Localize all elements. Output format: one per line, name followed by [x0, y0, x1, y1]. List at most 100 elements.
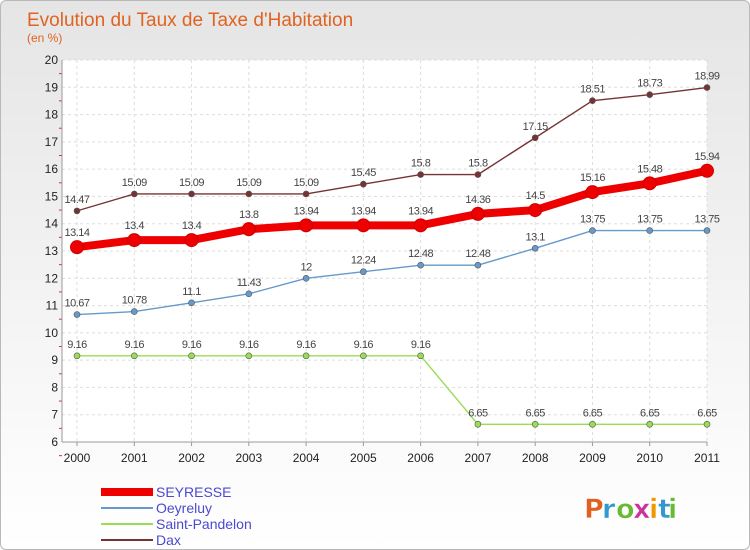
data-point — [188, 352, 195, 360]
y-tick-label: 13 — [45, 244, 59, 258]
data-point — [413, 218, 428, 233]
data-point — [531, 420, 539, 428]
data-label: 14.36 — [465, 194, 490, 206]
data-label: 15.45 — [351, 167, 376, 179]
legend-entry: Oeyreluy — [156, 500, 212, 516]
data-point — [589, 420, 596, 428]
data-point — [417, 261, 424, 269]
x-tick-label: 2005 — [350, 451, 377, 465]
data-label: 13.75 — [637, 214, 662, 226]
data-label: 9.16 — [239, 339, 259, 351]
data-label: 13.75 — [694, 214, 719, 226]
data-point — [302, 190, 310, 198]
data-point — [474, 171, 482, 178]
data-label: 13.94 — [408, 205, 433, 217]
data-label: 17.15 — [523, 121, 548, 133]
data-point — [188, 190, 195, 198]
data-label: 9.16 — [354, 339, 374, 351]
y-tick-label: 7 — [51, 408, 58, 422]
y-tick-label: 17 — [45, 135, 59, 149]
data-label: 15.8 — [411, 158, 431, 170]
logo-letter: i — [649, 494, 658, 525]
series-line-oeyreluy — [76, 229, 708, 316]
data-label: 14.5 — [525, 190, 545, 202]
x-tick-label: 2011 — [694, 451, 720, 465]
data-label: 13.94 — [294, 205, 319, 217]
data-label: 11.1 — [182, 286, 201, 298]
x-tick-label: 2010 — [636, 451, 663, 465]
data-point — [245, 290, 253, 298]
data-label: 15.94 — [694, 151, 719, 163]
data-label: 13.14 — [64, 227, 89, 239]
x-tick-label: 2000 — [64, 451, 91, 465]
data-label: 12.24 — [351, 255, 376, 267]
data-point — [245, 190, 253, 198]
x-tick-label: 2007 — [465, 451, 492, 465]
data-point — [130, 352, 138, 360]
data-point — [417, 171, 424, 178]
data-label: 9.16 — [67, 339, 87, 351]
data-point — [184, 233, 199, 248]
data-point — [245, 352, 253, 360]
data-labels: 10.67 10.78 11.1 11.43 12 12.24 12.48 12.48 13.1… — [64, 71, 720, 420]
y-tick-label: 14 — [45, 217, 59, 231]
data-label: 15.16 — [580, 172, 605, 184]
x-tick-label: 2003 — [235, 451, 262, 465]
data-label: 18.99 — [694, 71, 719, 83]
data-label: 12 — [300, 261, 312, 273]
logo-letter: r — [602, 494, 616, 525]
data-point — [73, 311, 81, 318]
series-layer — [70, 84, 714, 428]
data-label: 9.16 — [296, 339, 316, 351]
data-point — [700, 163, 714, 178]
series-line-dax — [76, 86, 708, 212]
y-tick-label: 15 — [45, 189, 59, 203]
logo-letter: i — [668, 494, 677, 525]
data-label: 9.16 — [411, 339, 431, 351]
data-label: 15.48 — [637, 163, 662, 175]
data-point — [130, 190, 138, 198]
data-label: 12.48 — [408, 248, 433, 260]
data-point — [470, 206, 485, 221]
logo-letter: P — [584, 494, 604, 525]
chart-title: Evolution du Taux de Taxe d'Habitation — [27, 10, 353, 31]
data-label: 6.65 — [468, 407, 488, 419]
data-label: 12.48 — [465, 248, 490, 260]
data-label: 15.8 — [468, 158, 488, 170]
x-tick-label: 2009 — [579, 451, 606, 465]
data-point — [703, 227, 711, 234]
y-tick-label: 6 — [51, 435, 58, 449]
data-label: 6.65 — [697, 407, 717, 419]
data-label: 10.78 — [122, 295, 147, 307]
data-point — [70, 240, 84, 255]
data-label: 13.1 — [525, 231, 545, 243]
x-tick-label: 2008 — [522, 451, 549, 465]
data-label: 6.65 — [583, 407, 603, 419]
data-point — [360, 352, 367, 360]
data-point — [241, 222, 256, 237]
data-label: 13.4 — [182, 220, 202, 232]
data-point — [474, 420, 482, 428]
data-point — [130, 308, 138, 315]
data-point — [642, 176, 657, 191]
data-point — [417, 352, 424, 360]
data-point — [299, 218, 314, 233]
data-point — [474, 261, 482, 269]
data-label: 6.65 — [640, 407, 660, 419]
legend-entry: Saint-Pandelon — [156, 516, 252, 532]
data-label: 18.73 — [637, 78, 662, 90]
data-point — [528, 203, 543, 218]
x-tick-label: 2002 — [178, 451, 205, 465]
data-point — [73, 352, 81, 360]
data-point — [531, 134, 539, 142]
data-point — [73, 207, 81, 215]
plot-area — [62, 60, 707, 442]
data-point — [646, 420, 654, 428]
data-point — [188, 299, 195, 307]
data-point — [589, 97, 596, 104]
logo-letter: t — [658, 494, 671, 525]
data-label: 15.09 — [122, 177, 147, 189]
